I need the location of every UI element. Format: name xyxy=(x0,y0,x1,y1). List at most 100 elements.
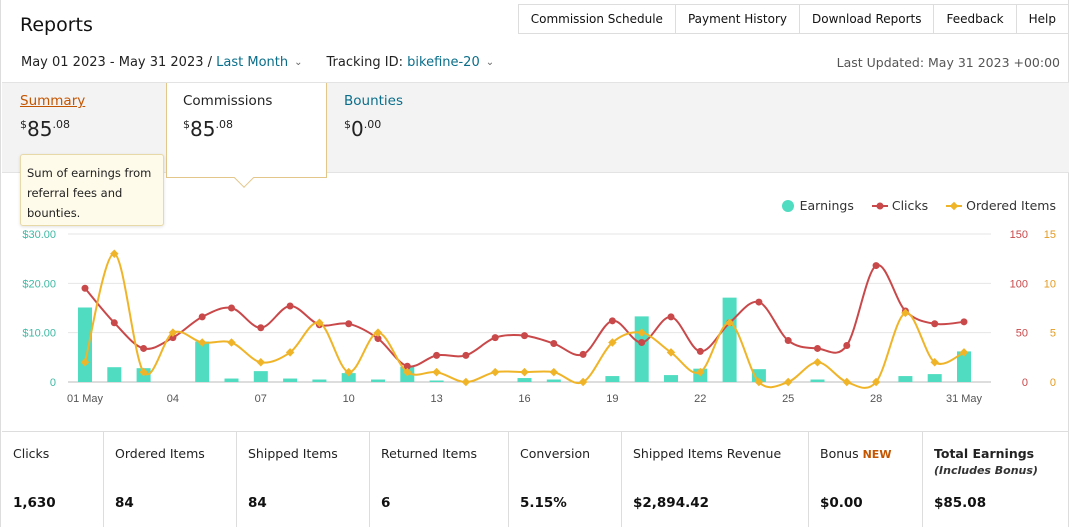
ordered-point xyxy=(373,328,383,337)
clicks-point xyxy=(198,313,206,321)
commissions-amount: $85.08 xyxy=(183,117,233,141)
clicks-point xyxy=(579,350,587,358)
chevron-down-icon[interactable]: ⌄ xyxy=(294,57,303,68)
x-tick-label: 07 xyxy=(255,393,267,405)
summary-amount: $85.08 xyxy=(20,117,70,141)
earnings-bar xyxy=(283,378,298,382)
ordered-point xyxy=(783,377,793,387)
last-updated: Last Updated: May 31 2023 +00:00 xyxy=(836,55,1060,70)
clicks-point xyxy=(374,335,382,343)
stat-shipped-items: Shipped Items 84 xyxy=(237,432,370,527)
tab-bounties-label: Bounties xyxy=(344,93,404,109)
clicks-point xyxy=(521,332,528,340)
ordered-point xyxy=(432,367,441,377)
earnings-bar xyxy=(341,373,356,382)
ordered-point xyxy=(754,377,764,387)
y-clicks-tick: 150 xyxy=(1010,229,1028,241)
ordered-point xyxy=(80,358,90,367)
clicks-point xyxy=(403,362,411,370)
tab-bounties[interactable]: Bounties $0.00 xyxy=(328,83,488,173)
x-tick-label: 13 xyxy=(430,393,442,405)
clicks-point xyxy=(696,347,704,355)
help-link[interactable]: Help xyxy=(1015,5,1068,34)
stat-shipped-revenue: Shipped Items Revenue $2,894.42 xyxy=(622,432,809,527)
clicks-point xyxy=(872,262,880,270)
payment-history-link[interactable]: Payment History xyxy=(674,5,799,34)
y-left-tick: $10.00 xyxy=(22,328,56,340)
page-title: Reports xyxy=(20,14,93,36)
x-tick-label: 25 xyxy=(782,393,794,405)
ordered-point xyxy=(520,367,529,377)
y-clicks-tick: 50 xyxy=(1016,328,1028,340)
earnings-bar xyxy=(371,379,385,382)
earnings-swatch xyxy=(781,199,794,212)
tracking-label: Tracking ID: xyxy=(326,55,403,70)
earnings-bar xyxy=(517,378,532,382)
earnings-bar xyxy=(957,351,971,382)
ordered-point xyxy=(930,358,939,367)
clicks-point xyxy=(462,351,470,359)
feedback-link[interactable]: Feedback xyxy=(933,5,1015,34)
chevron-down-icon[interactable]: ⌄ xyxy=(485,57,495,68)
x-tick-label: 28 xyxy=(870,393,882,405)
clicks-point xyxy=(550,340,558,348)
y-clicks-tick: 100 xyxy=(1010,278,1028,290)
new-badge: NEW xyxy=(862,448,892,461)
ordered-point xyxy=(549,367,559,377)
earnings-bar xyxy=(195,341,210,382)
earnings-bar xyxy=(664,375,678,382)
stat-returned-items: Returned Items 6 xyxy=(370,432,509,527)
y-ordered-tick: 0 xyxy=(1050,377,1056,389)
stats-bar: Clicks 1,630 Ordered Items 84 Shipped Item… xyxy=(2,431,1069,527)
ordered-point xyxy=(139,367,148,377)
ordered-point xyxy=(696,367,705,377)
ordered-swatch xyxy=(946,201,963,210)
y-left-tick: $30.00 xyxy=(22,229,56,241)
stat-ordered-items: Ordered Items 84 xyxy=(104,432,237,527)
clicks-point xyxy=(931,320,939,328)
clicks-point xyxy=(228,304,235,312)
legend-earnings[interactable]: Earnings xyxy=(781,198,854,213)
legend-clicks[interactable]: Clicks xyxy=(871,198,928,213)
ordered-point xyxy=(813,358,822,367)
tab-commissions-label: Commissions xyxy=(183,93,273,109)
tracking-id-dropdown[interactable]: bikefine-20 xyxy=(407,55,480,70)
commission-schedule-link[interactable]: Commission Schedule xyxy=(517,5,675,34)
ordered-point xyxy=(315,318,324,328)
earnings-bar xyxy=(634,316,649,382)
y-left-tick: $20.00 xyxy=(22,278,56,290)
tab-summary[interactable]: Summary $85.08 xyxy=(4,83,166,173)
date-range: May 01 2023 - May 31 2023 / xyxy=(21,55,213,70)
earnings-bar xyxy=(927,374,942,382)
earnings-bar xyxy=(898,376,913,382)
download-reports-link[interactable]: Download Reports xyxy=(798,5,934,34)
earnings-bar xyxy=(722,297,737,382)
y-ordered-tick: 15 xyxy=(1044,229,1056,241)
y-ordered-tick: 5 xyxy=(1050,328,1056,340)
legend-ordered-items[interactable]: Ordered Items xyxy=(946,198,1056,213)
x-tick-label: 04 xyxy=(167,393,179,405)
stat-bonus: Bonus NEW $0.00 xyxy=(809,432,923,527)
ordered-point xyxy=(490,367,500,377)
tab-commissions[interactable]: Commissions $85.08 xyxy=(166,83,327,188)
earnings-bar xyxy=(429,380,444,382)
period-dropdown[interactable]: Last Month xyxy=(216,55,289,70)
earnings-bar xyxy=(605,376,620,382)
clicks-point xyxy=(608,317,616,325)
chart-legend: Earnings Clicks Ordered Items xyxy=(764,198,1056,213)
ordered-point xyxy=(871,377,881,387)
y-left-tick: 0 xyxy=(50,377,56,389)
ordered-point xyxy=(344,367,353,377)
clicks-point xyxy=(491,334,499,342)
tab-summary-label: Summary xyxy=(20,93,86,109)
clicks-point xyxy=(843,341,851,349)
clicks-point xyxy=(110,319,118,327)
ordered-line xyxy=(84,252,965,389)
x-tick-label: 01 May xyxy=(67,393,104,405)
x-tick-label: 19 xyxy=(606,393,618,405)
earnings-bar xyxy=(78,307,92,382)
x-tick-label: 16 xyxy=(518,393,530,405)
clicks-point xyxy=(433,351,441,359)
earnings-bar xyxy=(224,378,239,382)
